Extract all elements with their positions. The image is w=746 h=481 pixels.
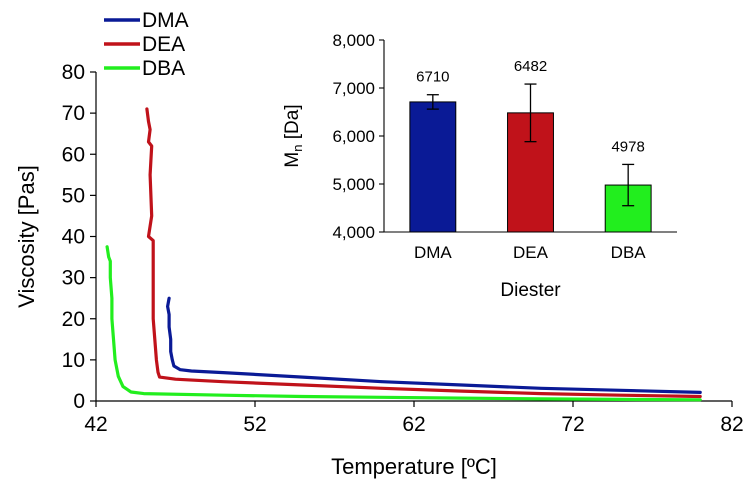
y-tick-label: 70 <box>62 102 85 125</box>
inset-y-tick-label: 4,000 <box>332 223 375 242</box>
series-line-dba <box>105 245 702 402</box>
inset-x-tick-label: DMA <box>414 243 452 262</box>
x-tick-label: 62 <box>402 413 425 436</box>
y-tick-label: 50 <box>62 184 85 207</box>
y-tick-label: 30 <box>62 267 85 290</box>
y-tick-label: 60 <box>62 143 85 166</box>
x-tick-label: 72 <box>561 413 584 436</box>
y-tick-label: 0 <box>73 390 85 413</box>
bar-dma <box>409 101 457 233</box>
legend-label-dea: DEA <box>142 33 185 56</box>
y-tick-label: 20 <box>62 308 85 331</box>
main-tick-labels: 42 52 62 72 82 0 10 20 30 40 50 60 70 80 <box>62 61 744 436</box>
inset-x-tick-label: DBA <box>611 243 647 262</box>
y-tick-label: 80 <box>62 61 85 84</box>
bar-value-label-dma: 6710 <box>416 69 449 86</box>
inset-ylabel-main: M <box>282 152 303 168</box>
inset-x-tick-label: DEA <box>513 243 549 262</box>
y-tick-label: 40 <box>62 226 85 249</box>
x-tick-label: 42 <box>84 413 107 436</box>
inset-y-tick-label: 6,000 <box>332 127 375 146</box>
inset-bars: 6710 DMA 6482 DEA 4978 DBA <box>409 58 652 262</box>
inset-y-tick-label: 8,000 <box>332 31 375 50</box>
inset-y-tick-label: 5,000 <box>332 175 375 194</box>
main-series-lines <box>105 107 702 402</box>
legend-label-dma: DMA <box>142 9 189 32</box>
bar-value-label-dba: 4978 <box>611 138 644 155</box>
series-line-dma <box>166 296 702 394</box>
x-axis-title: Temperature [ºC] <box>331 454 497 479</box>
mn-bar-chart-inset: 4,000 5,000 6,000 7,000 8,000 6710 DMA 6482 DEA… <box>282 31 677 301</box>
inset-y-axis-title: Mn [Da] <box>282 104 305 167</box>
inset-y-tick-label: 7,000 <box>332 79 375 98</box>
inset-ylabel-sub: n <box>290 145 305 152</box>
inset-x-axis-title: Diester <box>500 280 561 301</box>
legend-label-dba: DBA <box>142 57 185 80</box>
series-line-dea <box>145 107 702 399</box>
viscosity-line-chart: 42 52 62 72 82 0 10 20 30 40 50 60 70 80 Temperature … <box>14 9 744 479</box>
y-axis-title: Viscosity [Pas] <box>14 165 39 308</box>
x-tick-label: 82 <box>720 413 743 436</box>
inset-tick-labels: 4,000 5,000 6,000 7,000 8,000 <box>332 31 384 242</box>
inset-ylabel-tail: [Da] <box>282 104 303 144</box>
bar-value-label-dea: 6482 <box>514 58 547 75</box>
y-tick-label: 10 <box>62 349 85 372</box>
x-tick-label: 52 <box>243 413 266 436</box>
